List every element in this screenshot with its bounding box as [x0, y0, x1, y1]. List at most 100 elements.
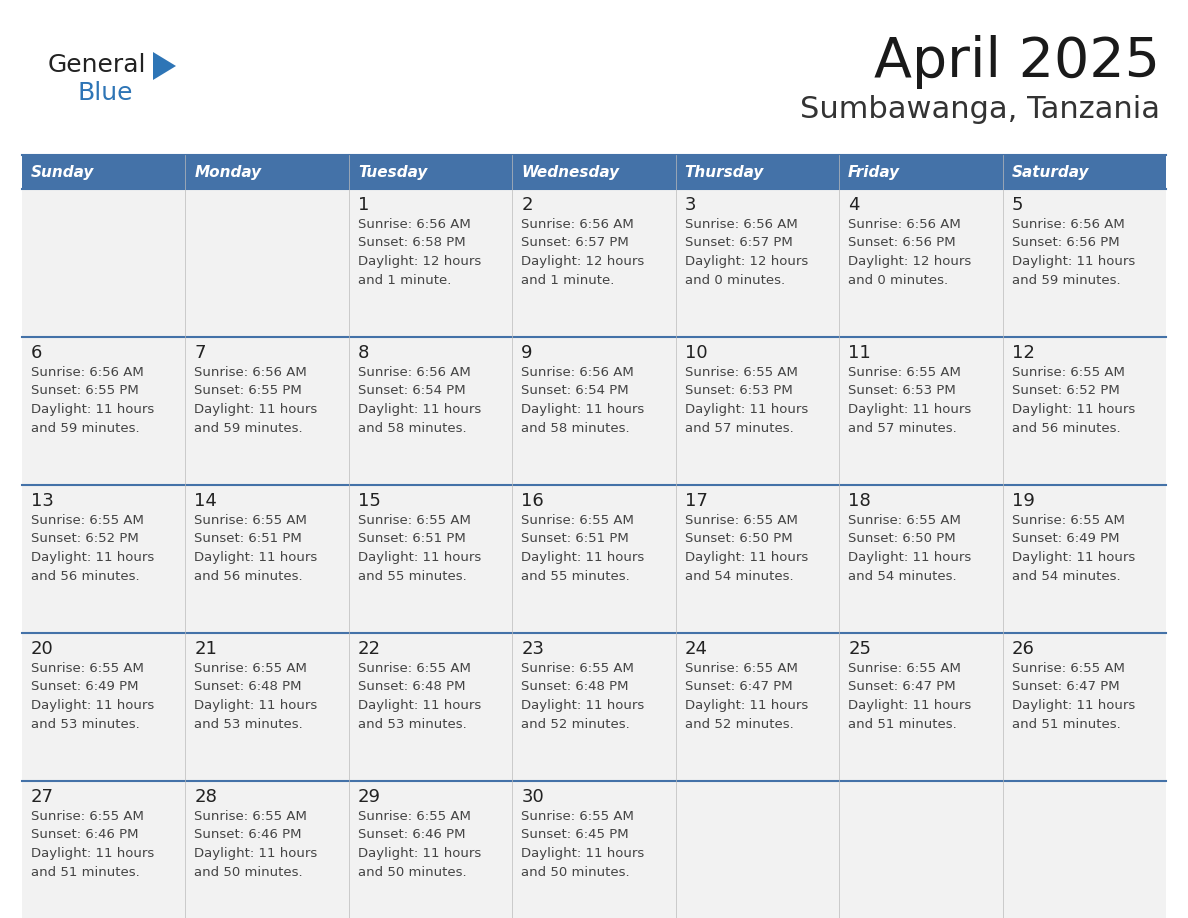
- Text: Daylight: 11 hours: Daylight: 11 hours: [1011, 403, 1135, 416]
- Text: and 50 minutes.: and 50 minutes.: [195, 866, 303, 879]
- Text: and 1 minute.: and 1 minute.: [522, 274, 614, 286]
- Text: Sunrise: 6:56 AM: Sunrise: 6:56 AM: [1011, 218, 1124, 231]
- Text: Daylight: 12 hours: Daylight: 12 hours: [684, 255, 808, 268]
- Bar: [23, 189, 1165, 337]
- Text: Daylight: 11 hours: Daylight: 11 hours: [31, 699, 154, 712]
- Text: Daylight: 11 hours: Daylight: 11 hours: [1011, 699, 1135, 712]
- Text: Daylight: 11 hours: Daylight: 11 hours: [848, 403, 972, 416]
- Text: Sunrise: 6:55 AM: Sunrise: 6:55 AM: [1011, 366, 1125, 379]
- Text: 30: 30: [522, 788, 544, 806]
- Text: Sunrise: 6:55 AM: Sunrise: 6:55 AM: [522, 662, 634, 675]
- Text: Sumbawanga, Tanzania: Sumbawanga, Tanzania: [800, 95, 1159, 125]
- Text: Sunset: 6:51 PM: Sunset: 6:51 PM: [195, 532, 302, 545]
- Text: Sunset: 6:52 PM: Sunset: 6:52 PM: [31, 532, 139, 545]
- Text: and 54 minutes.: and 54 minutes.: [684, 569, 794, 583]
- Text: Daylight: 11 hours: Daylight: 11 hours: [1011, 551, 1135, 564]
- Text: and 0 minutes.: and 0 minutes.: [684, 274, 785, 286]
- Text: and 57 minutes.: and 57 minutes.: [684, 421, 794, 434]
- Text: Sunset: 6:55 PM: Sunset: 6:55 PM: [195, 385, 302, 397]
- Text: Sunrise: 6:56 AM: Sunrise: 6:56 AM: [358, 218, 470, 231]
- Text: 20: 20: [31, 640, 53, 658]
- Text: Sunset: 6:56 PM: Sunset: 6:56 PM: [1011, 237, 1119, 250]
- Text: and 54 minutes.: and 54 minutes.: [1011, 569, 1120, 583]
- Text: Daylight: 11 hours: Daylight: 11 hours: [358, 847, 481, 860]
- Text: Saturday: Saturday: [1011, 164, 1089, 180]
- Text: Sunrise: 6:55 AM: Sunrise: 6:55 AM: [358, 662, 470, 675]
- Text: 29: 29: [358, 788, 381, 806]
- Text: Daylight: 11 hours: Daylight: 11 hours: [195, 847, 317, 860]
- Text: Sunrise: 6:55 AM: Sunrise: 6:55 AM: [684, 366, 797, 379]
- Text: Sunset: 6:46 PM: Sunset: 6:46 PM: [31, 829, 139, 842]
- Text: 2: 2: [522, 196, 532, 214]
- Text: Sunrise: 6:55 AM: Sunrise: 6:55 AM: [848, 662, 961, 675]
- Text: Daylight: 11 hours: Daylight: 11 hours: [1011, 255, 1135, 268]
- Text: and 57 minutes.: and 57 minutes.: [848, 421, 956, 434]
- Text: Sunrise: 6:55 AM: Sunrise: 6:55 AM: [195, 514, 308, 527]
- Text: 3: 3: [684, 196, 696, 214]
- Text: General: General: [48, 53, 146, 77]
- Text: 9: 9: [522, 344, 532, 362]
- Bar: [23, 155, 1165, 189]
- Text: Daylight: 11 hours: Daylight: 11 hours: [195, 551, 317, 564]
- Text: and 58 minutes.: and 58 minutes.: [522, 421, 630, 434]
- Text: and 59 minutes.: and 59 minutes.: [31, 421, 140, 434]
- Text: Sunset: 6:47 PM: Sunset: 6:47 PM: [1011, 680, 1119, 693]
- Text: Daylight: 11 hours: Daylight: 11 hours: [195, 699, 317, 712]
- Text: Daylight: 11 hours: Daylight: 11 hours: [848, 699, 972, 712]
- Text: Daylight: 11 hours: Daylight: 11 hours: [522, 699, 645, 712]
- Text: and 56 minutes.: and 56 minutes.: [195, 569, 303, 583]
- Text: Sunday: Sunday: [31, 164, 94, 180]
- Text: Sunset: 6:46 PM: Sunset: 6:46 PM: [195, 829, 302, 842]
- Text: Sunset: 6:51 PM: Sunset: 6:51 PM: [358, 532, 466, 545]
- Text: 25: 25: [848, 640, 871, 658]
- Text: 12: 12: [1011, 344, 1035, 362]
- Text: and 53 minutes.: and 53 minutes.: [31, 718, 140, 731]
- Text: Friday: Friday: [848, 164, 901, 180]
- Text: 16: 16: [522, 492, 544, 510]
- Text: and 50 minutes.: and 50 minutes.: [358, 866, 467, 879]
- Text: Sunset: 6:49 PM: Sunset: 6:49 PM: [1011, 532, 1119, 545]
- Text: Sunrise: 6:56 AM: Sunrise: 6:56 AM: [848, 218, 961, 231]
- Text: and 53 minutes.: and 53 minutes.: [195, 718, 303, 731]
- Text: Sunset: 6:57 PM: Sunset: 6:57 PM: [684, 237, 792, 250]
- Text: and 51 minutes.: and 51 minutes.: [1011, 718, 1120, 731]
- Text: Sunset: 6:53 PM: Sunset: 6:53 PM: [684, 385, 792, 397]
- Polygon shape: [153, 52, 176, 80]
- Text: Sunset: 6:50 PM: Sunset: 6:50 PM: [848, 532, 956, 545]
- Text: 7: 7: [195, 344, 206, 362]
- Text: Thursday: Thursday: [684, 164, 764, 180]
- Text: Sunrise: 6:56 AM: Sunrise: 6:56 AM: [522, 366, 634, 379]
- Text: 8: 8: [358, 344, 369, 362]
- Text: Daylight: 11 hours: Daylight: 11 hours: [684, 403, 808, 416]
- Text: and 52 minutes.: and 52 minutes.: [684, 718, 794, 731]
- Text: Sunrise: 6:55 AM: Sunrise: 6:55 AM: [31, 810, 144, 823]
- Text: and 59 minutes.: and 59 minutes.: [195, 421, 303, 434]
- Text: Sunrise: 6:55 AM: Sunrise: 6:55 AM: [195, 810, 308, 823]
- Text: Daylight: 11 hours: Daylight: 11 hours: [31, 403, 154, 416]
- Text: Daylight: 11 hours: Daylight: 11 hours: [522, 551, 645, 564]
- Text: and 0 minutes.: and 0 minutes.: [848, 274, 948, 286]
- Text: Sunset: 6:47 PM: Sunset: 6:47 PM: [848, 680, 956, 693]
- Text: and 50 minutes.: and 50 minutes.: [522, 866, 630, 879]
- Text: and 51 minutes.: and 51 minutes.: [848, 718, 956, 731]
- Text: Sunset: 6:52 PM: Sunset: 6:52 PM: [1011, 385, 1119, 397]
- Text: Sunrise: 6:55 AM: Sunrise: 6:55 AM: [358, 810, 470, 823]
- Text: Daylight: 11 hours: Daylight: 11 hours: [31, 847, 154, 860]
- Text: and 58 minutes.: and 58 minutes.: [358, 421, 467, 434]
- Text: Sunset: 6:48 PM: Sunset: 6:48 PM: [358, 680, 466, 693]
- Text: 14: 14: [195, 492, 217, 510]
- Text: 17: 17: [684, 492, 708, 510]
- Text: Tuesday: Tuesday: [358, 164, 428, 180]
- Text: Sunrise: 6:55 AM: Sunrise: 6:55 AM: [195, 662, 308, 675]
- Text: Sunrise: 6:55 AM: Sunrise: 6:55 AM: [684, 662, 797, 675]
- Text: Sunset: 6:55 PM: Sunset: 6:55 PM: [31, 385, 139, 397]
- Text: 22: 22: [358, 640, 381, 658]
- Text: Sunrise: 6:55 AM: Sunrise: 6:55 AM: [31, 514, 144, 527]
- Text: Sunset: 6:48 PM: Sunset: 6:48 PM: [195, 680, 302, 693]
- Text: Daylight: 11 hours: Daylight: 11 hours: [848, 551, 972, 564]
- Text: April 2025: April 2025: [874, 35, 1159, 89]
- Text: Sunrise: 6:56 AM: Sunrise: 6:56 AM: [522, 218, 634, 231]
- Text: Sunrise: 6:55 AM: Sunrise: 6:55 AM: [31, 662, 144, 675]
- Text: and 59 minutes.: and 59 minutes.: [1011, 274, 1120, 286]
- Bar: [23, 485, 1165, 633]
